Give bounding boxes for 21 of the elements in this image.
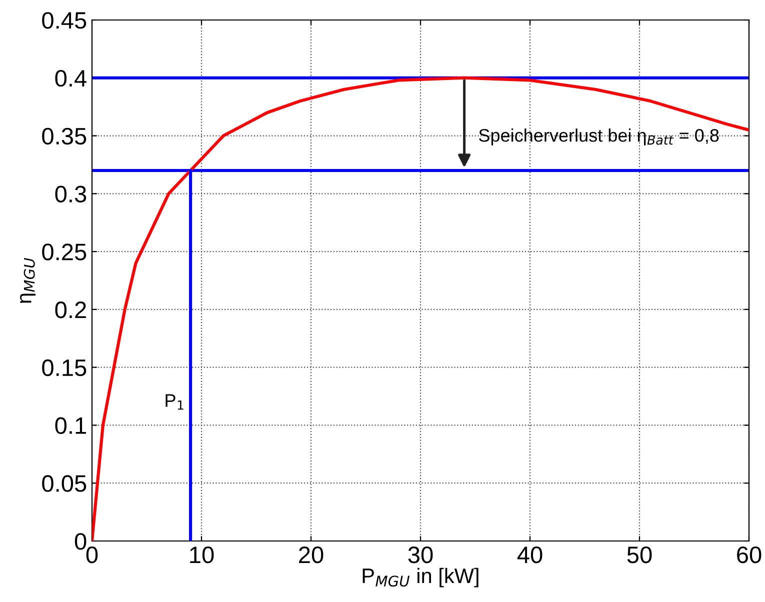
- x-tick-label: 50: [627, 546, 652, 564]
- y-axis-title: η$_{MGU}$: [20, 258, 36, 303]
- y-tick-label: 0.25: [42, 244, 86, 260]
- y-tick-label: 0.2: [55, 302, 86, 318]
- x-tick-label: 30: [408, 546, 433, 564]
- y-tick-label: 0.3: [55, 186, 86, 202]
- annotation: Speicherverlust bei η$_{Batt}$ = 0,8: [479, 128, 719, 146]
- y-tick-label: 0.45: [42, 12, 86, 29]
- x-tick-label: 10: [190, 546, 214, 564]
- y-tick-label: 0.4: [55, 70, 86, 87]
- x-axis-title: P$_{MGU}$ in [kW]: [362, 568, 478, 588]
- y-tick-label: 0.05: [42, 475, 86, 492]
- y-tick-label: 0: [74, 533, 86, 550]
- x-tick-label: 0: [86, 546, 98, 564]
- x-tick-label: 40: [517, 546, 542, 564]
- y-tick-label: 0.15: [42, 359, 86, 376]
- y-tick-label: 0.1: [55, 417, 86, 434]
- annotation: P$_{1}$: [166, 394, 184, 410]
- x-tick-label: 60: [737, 546, 762, 564]
- x-tick-label: 20: [299, 546, 324, 564]
- y-tick-label: 0.35: [42, 128, 86, 145]
